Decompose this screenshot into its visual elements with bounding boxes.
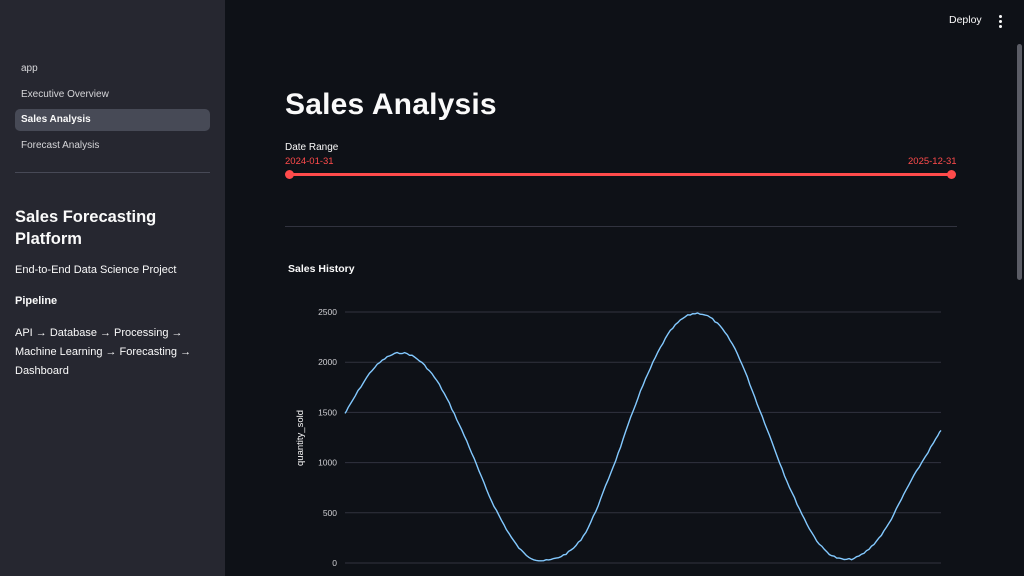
date-range-slider-track[interactable] [289,173,952,176]
y-tick-label: 0 [332,558,337,568]
sidebar-pipeline-flow: API → Database → Processing → Machine Le… [15,327,192,377]
sidebar-nav: app Executive Overview Sales Analysis Fo… [15,58,210,160]
y-tick-label: 500 [323,508,337,518]
y-axis-label: quantity_sold [295,410,306,466]
section-divider [285,226,957,227]
y-tick-label: 2500 [318,307,337,317]
scrollbar[interactable] [1017,44,1022,280]
nav-item-sales-analysis[interactable]: Sales Analysis [15,109,210,131]
sales-history-chart[interactable]: 0 500 1000 1500 2000 2500 quantity_sold [285,290,955,576]
chart-heading: Sales History [288,263,355,275]
y-tick-label: 1000 [318,458,337,468]
y-tick-label: 1500 [318,407,337,417]
sidebar-divider [15,172,210,173]
sidebar-pipeline-heading: Pipeline [15,295,58,307]
sidebar-title: Sales Forecasting Platform [15,208,157,248]
date-range-label: Date Range [285,142,339,153]
date-range-end-handle[interactable] [947,170,956,179]
sidebar: app Executive Overview Sales Analysis Fo… [0,0,225,576]
deploy-button[interactable]: Deploy [949,14,982,26]
page-title: Sales Analysis [285,88,497,121]
main-content: Deploy Sales Analysis Date Range 2024-01… [225,0,1024,576]
nav-item-forecast-analysis[interactable]: Forecast Analysis [21,139,100,151]
date-range-end-value: 2025-12-31 [908,156,957,167]
nav-item-app[interactable]: app [21,63,38,74]
nav-item-executive-overview[interactable]: Executive Overview [21,88,109,100]
sales-history-line [344,312,942,562]
date-range-start-handle[interactable] [285,170,294,179]
y-tick-label: 2000 [318,357,337,367]
sidebar-subtitle: End-to-End Data Science Project [15,264,177,276]
date-range-start-value: 2024-01-31 [285,156,334,167]
vertical-ellipsis-icon[interactable] [995,14,1005,28]
